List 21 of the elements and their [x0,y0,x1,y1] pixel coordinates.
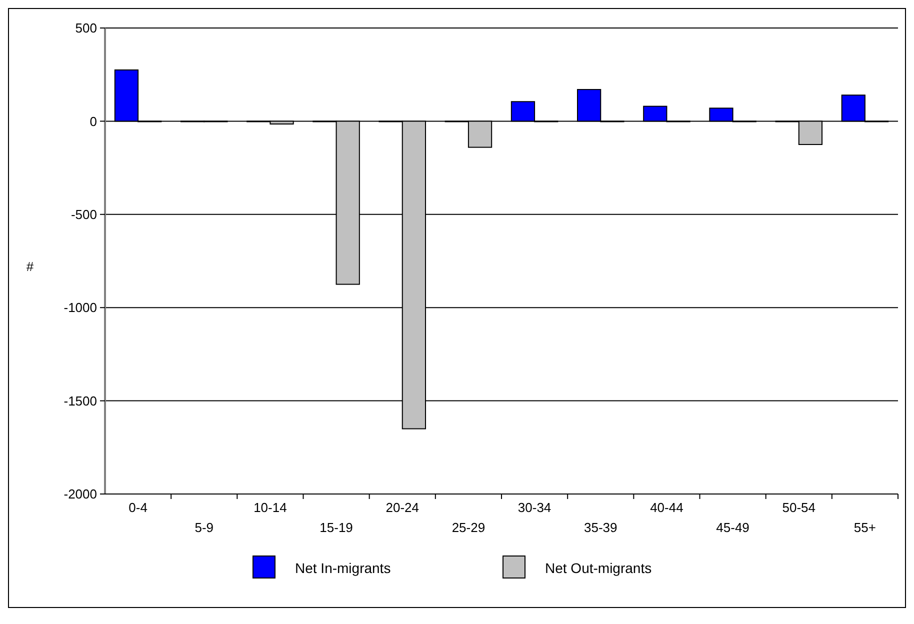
x-tick-label: 20-24 [386,500,419,515]
y-tick-label: -2000 [64,486,97,502]
x-tick-label: 50-54 [782,500,816,515]
x-tick-label: 55+ [854,520,876,535]
x-tick-label: 30-34 [518,500,552,515]
y-axis-title: # [26,259,34,274]
x-tick-label: 10-14 [254,500,287,515]
y-tick-label: 500 [75,20,97,36]
x-tick-label: 40-44 [650,500,684,515]
x-tick-label: 15-19 [320,520,353,535]
legend-label: Net Out-migrants [545,560,652,576]
x-tick-label: 5-9 [194,520,214,535]
x-tick-label: 25-29 [452,520,486,535]
x-tick-label: 45-49 [716,520,750,535]
y-tick-label: -1500 [64,393,97,408]
y-tick-label: 0 [90,114,97,129]
y-tick-label: -500 [70,206,97,222]
x-tick-label: 0-4 [128,500,148,515]
legend-label: Net In-migrants [295,560,391,576]
y-tick-label: -1000 [64,300,97,316]
x-tick-label: 35-39 [584,520,618,535]
